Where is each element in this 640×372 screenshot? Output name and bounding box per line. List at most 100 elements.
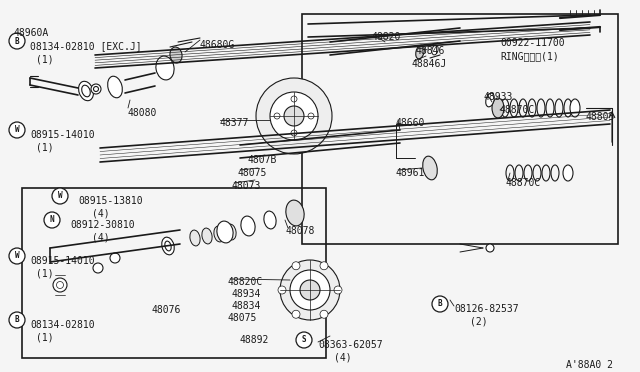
Ellipse shape	[214, 226, 224, 242]
Circle shape	[291, 130, 297, 136]
Text: 48870C: 48870C	[506, 178, 541, 188]
Bar	[22, 188, 326, 358]
Circle shape	[308, 113, 314, 119]
Ellipse shape	[79, 81, 93, 101]
Circle shape	[93, 87, 99, 92]
Text: (4): (4)	[334, 353, 351, 363]
Ellipse shape	[108, 76, 122, 98]
Circle shape	[320, 262, 328, 270]
Ellipse shape	[162, 237, 174, 255]
Text: 48820: 48820	[372, 32, 401, 42]
Ellipse shape	[226, 224, 236, 240]
Ellipse shape	[492, 98, 504, 118]
Text: 48680G: 48680G	[200, 40, 236, 50]
Text: W: W	[15, 251, 19, 260]
Circle shape	[256, 78, 332, 154]
Text: B: B	[15, 315, 19, 324]
Text: W: W	[58, 192, 62, 201]
Ellipse shape	[416, 45, 424, 59]
Ellipse shape	[165, 241, 171, 251]
Ellipse shape	[202, 228, 212, 244]
Text: 48805: 48805	[586, 112, 616, 122]
Ellipse shape	[570, 99, 580, 117]
Circle shape	[280, 260, 340, 320]
Ellipse shape	[190, 230, 200, 246]
Text: 48075: 48075	[238, 168, 268, 178]
Text: 08915-14010: 08915-14010	[30, 130, 95, 140]
Circle shape	[292, 262, 300, 270]
Bar	[302, 14, 618, 244]
Text: N: N	[50, 215, 54, 224]
Circle shape	[432, 296, 448, 312]
Text: 4807B: 4807B	[248, 155, 277, 165]
Circle shape	[296, 332, 312, 348]
Circle shape	[292, 310, 300, 318]
Ellipse shape	[82, 85, 90, 97]
Ellipse shape	[563, 165, 573, 181]
Text: (1): (1)	[36, 269, 54, 279]
Text: 48080: 48080	[128, 108, 157, 118]
Text: 48834: 48834	[232, 301, 261, 311]
Circle shape	[9, 248, 25, 264]
Text: 00922-11700: 00922-11700	[500, 38, 564, 48]
Text: 08134-02810 [EXC.J]: 08134-02810 [EXC.J]	[30, 41, 141, 51]
Circle shape	[110, 253, 120, 263]
Ellipse shape	[286, 200, 304, 226]
Text: 48076: 48076	[152, 305, 181, 315]
Text: 48846J: 48846J	[412, 59, 447, 69]
Text: S: S	[301, 336, 307, 344]
Circle shape	[290, 270, 330, 310]
Circle shape	[278, 286, 286, 294]
Text: 48933: 48933	[484, 92, 513, 102]
Circle shape	[44, 212, 60, 228]
Text: (4): (4)	[92, 233, 109, 243]
Circle shape	[53, 278, 67, 292]
Circle shape	[270, 92, 318, 140]
Text: 08915-14010: 08915-14010	[30, 256, 95, 266]
Text: 48075: 48075	[228, 313, 257, 323]
Text: W: W	[15, 125, 19, 135]
Text: 08915-13810: 08915-13810	[78, 196, 143, 206]
Ellipse shape	[264, 211, 276, 229]
Text: 48820C: 48820C	[228, 277, 263, 287]
Ellipse shape	[217, 221, 233, 243]
Text: 08363-62057: 08363-62057	[318, 340, 383, 350]
Ellipse shape	[156, 56, 174, 80]
Text: 08126-82537: 08126-82537	[454, 304, 518, 314]
Circle shape	[91, 84, 101, 94]
Circle shape	[274, 113, 280, 119]
Text: 48073: 48073	[232, 181, 261, 191]
Circle shape	[52, 188, 68, 204]
Text: 48377: 48377	[220, 118, 250, 128]
Text: 48934: 48934	[232, 289, 261, 299]
Circle shape	[9, 312, 25, 328]
Circle shape	[300, 280, 320, 300]
Text: (4): (4)	[92, 209, 109, 219]
Text: B: B	[15, 36, 19, 45]
Text: B: B	[438, 299, 442, 308]
Circle shape	[320, 310, 328, 318]
Text: 48078: 48078	[286, 226, 316, 236]
Circle shape	[291, 96, 297, 102]
Text: 48961: 48961	[396, 168, 426, 178]
Ellipse shape	[432, 45, 438, 55]
Circle shape	[9, 122, 25, 138]
Circle shape	[56, 282, 63, 289]
Circle shape	[334, 286, 342, 294]
Text: 08912-30810: 08912-30810	[70, 220, 134, 230]
Text: (1): (1)	[36, 54, 54, 64]
Text: (2): (2)	[470, 317, 488, 327]
Text: 08134-02810: 08134-02810	[30, 320, 95, 330]
Text: 48892: 48892	[240, 335, 269, 345]
Text: A'88A0 2: A'88A0 2	[566, 360, 613, 370]
Circle shape	[9, 33, 25, 49]
Text: 48846: 48846	[416, 46, 445, 56]
Ellipse shape	[486, 93, 494, 107]
Text: RINGリング(1): RINGリング(1)	[500, 51, 559, 61]
Ellipse shape	[422, 156, 437, 180]
Circle shape	[93, 263, 103, 273]
Text: 48960A: 48960A	[14, 28, 49, 38]
Text: 48870C: 48870C	[500, 105, 535, 115]
Text: 48660: 48660	[396, 118, 426, 128]
Text: (1): (1)	[36, 142, 54, 152]
